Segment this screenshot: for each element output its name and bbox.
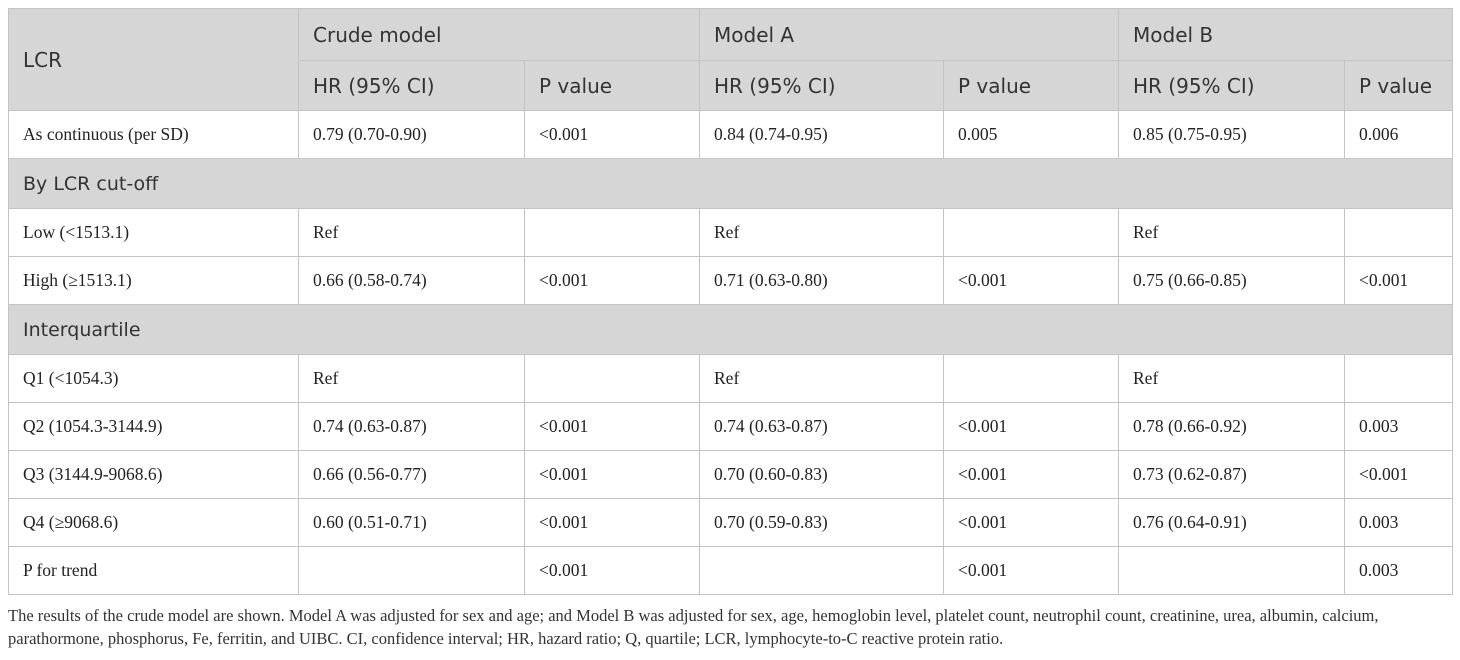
table-cell: <0.001 — [943, 256, 1119, 305]
table-cell: 0.84 (0.74-0.95) — [699, 110, 944, 159]
data-row: High (≥1513.1) 0.66 (0.58-0.74) <0.001 0.71… — [8, 256, 1454, 305]
table-cell: 0.73 (0.62-0.87) — [1118, 450, 1345, 499]
table-cell: Ref — [298, 354, 525, 403]
table-cell: 0.003 — [1343, 498, 1454, 547]
table-cell: <0.001 — [943, 402, 1119, 451]
table-header: LCR Crude model Model A Model B HR (95% CI) P… — [8, 8, 1454, 111]
table-cell — [943, 208, 1119, 257]
table-body: As continuous (per SD) 0.79 (0.70-0.90) <0… — [7, 110, 1454, 595]
header-row: LCR Crude model Model A Model B — [8, 8, 1454, 111]
table-cell: Q1 (<1054.3) — [8, 354, 299, 403]
header-cell: HR (95% CI) — [699, 60, 944, 111]
table-cell: Ref — [1118, 354, 1345, 403]
table-cell: Ref — [1118, 208, 1345, 257]
header-cell: HR (95% CI) — [298, 60, 525, 111]
table-cell: 0.003 — [1343, 402, 1454, 451]
table-cell: 0.70 (0.59-0.83) — [699, 498, 944, 547]
data-row: P for trend <0.001 <0.001 0.003 — [8, 546, 1454, 595]
results-table: LCR Crude model Model A Model B HR (95% CI) P… — [7, 8, 1454, 595]
table-cell: 0.005 — [943, 110, 1119, 159]
header-cell: P value — [524, 60, 700, 111]
table-cell: <0.001 — [524, 450, 700, 499]
table-cell: <0.001 — [524, 110, 700, 159]
data-row: Q4 (≥9068.6) 0.60 (0.51-0.71) <0.001 0.70 (… — [8, 498, 1454, 547]
header-cell: Model B — [1117, 8, 1454, 61]
table-cell — [298, 546, 525, 595]
table-cell: 0.66 (0.56-0.77) — [298, 450, 525, 499]
data-row: Low (<1513.1) Ref Ref Ref — [8, 208, 1454, 257]
table-cell: <0.001 — [524, 546, 700, 595]
table-cell: <0.001 — [1343, 450, 1454, 499]
table-cell: <0.001 — [524, 402, 700, 451]
table-cell: Q2 (1054.3-3144.9) — [8, 402, 299, 451]
table-cell — [524, 354, 700, 403]
header-cell: LCR — [8, 8, 299, 111]
table-cell: Ref — [699, 354, 944, 403]
table-cell: 0.66 (0.58-0.74) — [298, 256, 525, 305]
table-cell: Low (<1513.1) — [8, 208, 299, 257]
table-cell: As continuous (per SD) — [8, 110, 299, 159]
table-cell — [524, 208, 700, 257]
table-cell — [699, 546, 944, 595]
header-cell: Crude model — [298, 8, 700, 61]
header-cell: P value — [943, 60, 1119, 111]
header-row: HR (95% CI) P value HR (95% CI) P value HR (… — [9, 60, 1454, 111]
table-cell: <0.001 — [1343, 256, 1454, 305]
header-cell: HR (95% CI) — [1118, 60, 1345, 111]
table-cell: 0.75 (0.66-0.85) — [1118, 256, 1345, 305]
table-cell: 0.74 (0.63-0.87) — [699, 402, 944, 451]
table-cell: 0.79 (0.70-0.90) — [298, 110, 525, 159]
header-cell: Model A — [699, 8, 1119, 61]
table-cell — [1343, 208, 1454, 257]
table-cell: High (≥1513.1) — [8, 256, 299, 305]
table-cell: Ref — [699, 208, 944, 257]
table-cell — [943, 354, 1119, 403]
table-cell: 0.003 — [1343, 546, 1454, 595]
table-cell — [1118, 546, 1345, 595]
data-row: Q1 (<1054.3) Ref Ref Ref — [8, 354, 1454, 403]
section-row: Interquartile — [7, 304, 1454, 355]
section-row: By LCR cut-off — [7, 158, 1454, 209]
table-cell — [1343, 354, 1454, 403]
table-cell: 0.006 — [1343, 110, 1454, 159]
section-cell: Interquartile — [7, 304, 1454, 355]
table-cell: P for trend — [8, 546, 299, 595]
table-cell: 0.78 (0.66-0.92) — [1118, 402, 1345, 451]
table-cell: 0.76 (0.64-0.91) — [1118, 498, 1345, 547]
table-cell: <0.001 — [524, 256, 700, 305]
footnote: The results of the crude model are shown… — [8, 606, 1379, 648]
data-row: Q3 (3144.9-9068.6) 0.66 (0.56-0.77) <0.001… — [8, 450, 1454, 499]
section-cell: By LCR cut-off — [7, 158, 1454, 209]
table-cell: 0.70 (0.60-0.83) — [699, 450, 944, 499]
table-cell: Ref — [298, 208, 525, 257]
table-cell: 0.60 (0.51-0.71) — [298, 498, 525, 547]
table-cell: Q3 (3144.9-9068.6) — [8, 450, 299, 499]
table-cell: <0.001 — [943, 498, 1119, 547]
table-cell: 0.85 (0.75-0.95) — [1118, 110, 1345, 159]
table-cell: <0.001 — [524, 498, 700, 547]
table-cell: Q4 (≥9068.6) — [8, 498, 299, 547]
header-cell: P value — [1343, 60, 1454, 111]
table-cell: 0.71 (0.63-0.80) — [699, 256, 944, 305]
table-cell: <0.001 — [943, 546, 1119, 595]
data-row: Q2 (1054.3-3144.9) 0.74 (0.63-0.87) <0.001… — [8, 402, 1454, 451]
table-cell: 0.74 (0.63-0.87) — [298, 402, 525, 451]
table-cell: <0.001 — [943, 450, 1119, 499]
data-row: As continuous (per SD) 0.79 (0.70-0.90) <0… — [8, 110, 1454, 159]
